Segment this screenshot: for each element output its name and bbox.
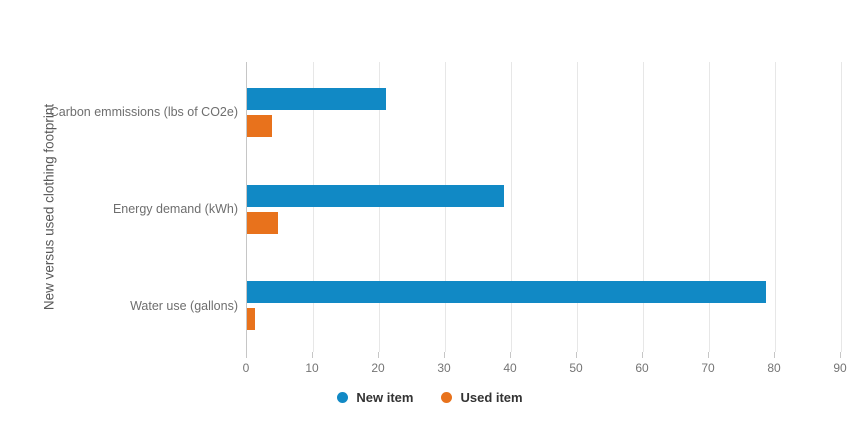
x-axis: 0 10 20 30 40 50 60 70 80 90 [242, 352, 847, 382]
legend-label: Used item [460, 390, 523, 405]
gridline-x-70 [708, 62, 710, 352]
legend-swatch-circle-icon [441, 392, 453, 403]
legend: New item Used item [0, 390, 860, 405]
tick-label-x-0: 0 [242, 361, 250, 375]
category-label-water-use-gallons: Water use (gallons) [130, 298, 238, 313]
category-label-energy-demand-kwh: Energy demand (kWh) [112, 202, 238, 216]
tick-label-x-10: 10 [305, 361, 319, 375]
gridline-x-30 [444, 62, 446, 352]
tick-x-70 [707, 352, 709, 358]
gridline-x-60 [642, 62, 644, 352]
tick-label-x-40: 40 [503, 361, 517, 375]
tick-x-50 [575, 352, 577, 358]
gridline-x-40 [510, 62, 512, 352]
category-label-carbon-emmissions-lbs-of-co2e: Carbon emmissions (lbs of CO2e) [49, 105, 238, 120]
bar-carbon-emmissions-lbs-of-co2e-new-item[interactable] [247, 87, 386, 110]
tick-label-x-20: 20 [371, 361, 385, 375]
tick-x-60 [641, 352, 643, 358]
gridline-x-90 [840, 62, 842, 352]
bar-water-use-gallons-used-item[interactable] [247, 308, 255, 331]
tick-x-10 [311, 352, 313, 358]
tick-label-x-30: 30 [437, 361, 451, 375]
legend-item-used-item[interactable]: Used item [441, 390, 523, 405]
legend-swatch-circle-icon [337, 392, 349, 403]
legend-item-new-item[interactable]: New item [337, 390, 413, 405]
bar-energy-demand-kwh-used-item[interactable] [247, 211, 279, 234]
gridline-x-20 [378, 62, 380, 352]
tick-label-x-60: 60 [635, 361, 649, 375]
plot-area [246, 62, 842, 352]
tick-label-x-80: 80 [767, 361, 781, 375]
gridline-x-10 [312, 62, 314, 352]
tick-x-20 [377, 352, 379, 358]
tick-label-x-50: 50 [569, 361, 583, 375]
gridline-x-50 [576, 62, 578, 352]
legend-label: New item [356, 390, 414, 405]
tick-label-x-70: 70 [701, 361, 715, 375]
bar-energy-demand-kwh-new-item[interactable] [247, 184, 505, 207]
tick-x-30 [443, 352, 445, 358]
category-labels: Carbon emmissions (lbs of CO2e) Energy de… [0, 62, 238, 352]
bar-carbon-emmissions-lbs-of-co2e-used-item[interactable] [247, 114, 273, 137]
tick-label-x-90: 90 [833, 361, 847, 375]
gridline-x-80 [774, 62, 776, 352]
tick-x-90 [839, 352, 841, 358]
bar-water-use-gallons-new-item[interactable] [247, 281, 766, 304]
tick-x-40 [509, 352, 511, 358]
tick-x-80 [773, 352, 775, 358]
tick-x-0 [245, 352, 247, 358]
